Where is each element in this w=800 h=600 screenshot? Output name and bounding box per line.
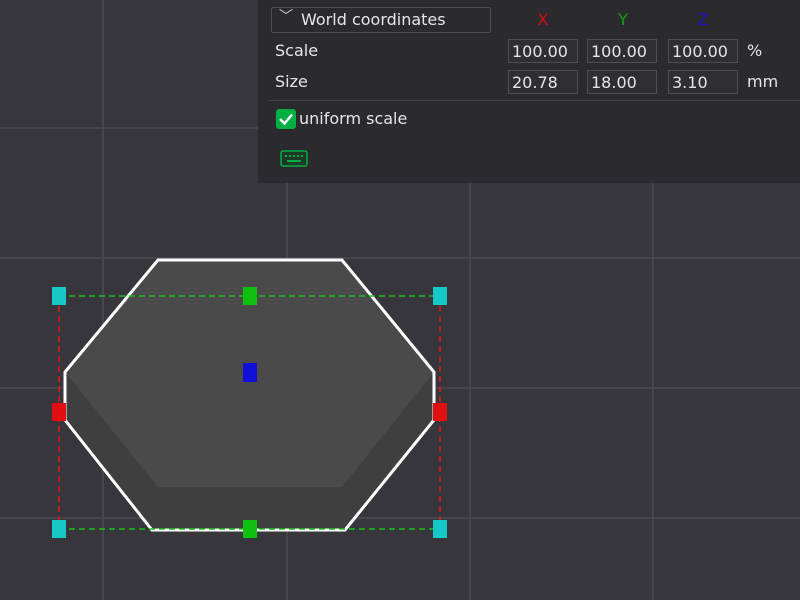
x-handle[interactable] [52, 403, 66, 421]
coordinate-dropdown[interactable]: ﹀ World coordinates [271, 7, 491, 33]
value-field[interactable]: 3.10 [668, 70, 738, 94]
corner-handle[interactable] [433, 287, 447, 305]
keyboard-icon [280, 150, 308, 167]
corner-handle[interactable] [52, 520, 66, 538]
row-label: Size [275, 72, 308, 91]
separator [268, 100, 800, 101]
scale-handles [52, 287, 447, 538]
chevron-icon: ﹀ [279, 9, 293, 25]
corner-handle[interactable] [52, 287, 66, 305]
checkbox-icon [279, 113, 293, 126]
unit-label: % [747, 41, 763, 60]
corner-handle[interactable] [433, 520, 447, 538]
value-field[interactable]: 100.00 [587, 39, 657, 63]
y-handle[interactable] [243, 520, 257, 538]
checkbox-label: uniform scale [299, 109, 408, 128]
row-label: Scale [275, 41, 319, 60]
value-field[interactable]: 18.00 [587, 70, 657, 94]
keys [285, 155, 303, 162]
x-handle[interactable] [433, 403, 447, 421]
model-outline[interactable] [63, 258, 436, 532]
axis-label: Z [697, 10, 709, 29]
value-field[interactable]: 100.00 [508, 39, 578, 63]
scale-panel: ﹀ World coordinates X Y Z Scale 100.00 100… [258, 0, 800, 183]
dropdown-text: World coordinates [301, 10, 446, 29]
unit-label: mm [747, 72, 779, 91]
value-field[interactable]: 100.00 [668, 39, 738, 63]
axis-label: Y [618, 10, 628, 29]
y-handle[interactable] [243, 287, 257, 305]
checkmark [279, 113, 293, 126]
z-handle[interactable] [243, 363, 257, 382]
checkbox[interactable] [276, 109, 296, 129]
axis-label: X [537, 10, 549, 29]
value-field[interactable]: 20.78 [508, 70, 578, 94]
keyboard-button[interactable] [280, 150, 308, 168]
